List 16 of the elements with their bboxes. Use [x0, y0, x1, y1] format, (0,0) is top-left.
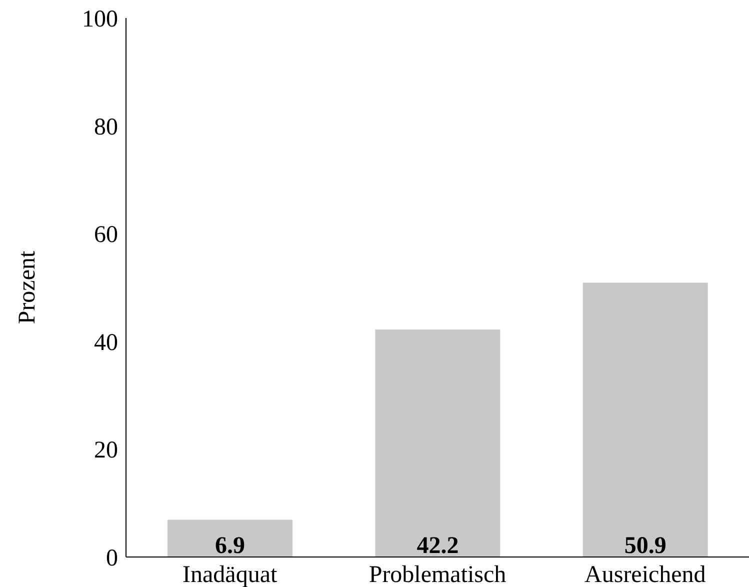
y-tick-label: 100 [82, 6, 118, 33]
x-tick-label: Inadäquat [182, 562, 278, 587]
y-tick-label: 20 [94, 438, 118, 464]
x-tick-label: Problematisch [368, 562, 506, 587]
y-tick-label: 0 [106, 546, 118, 572]
data-label: 42.2 [416, 533, 459, 559]
bar [582, 282, 708, 557]
y-tick-label: 80 [94, 114, 118, 140]
y-axis-title: Prozent [14, 250, 41, 324]
data-label: 6.9 [215, 533, 246, 559]
x-tick-label: Ausreichend [584, 562, 706, 587]
data-label: 50.9 [624, 533, 666, 559]
bar [375, 330, 500, 557]
y-tick-label: 60 [94, 222, 118, 248]
bar [168, 520, 293, 557]
y-tick-label: 40 [94, 330, 118, 356]
